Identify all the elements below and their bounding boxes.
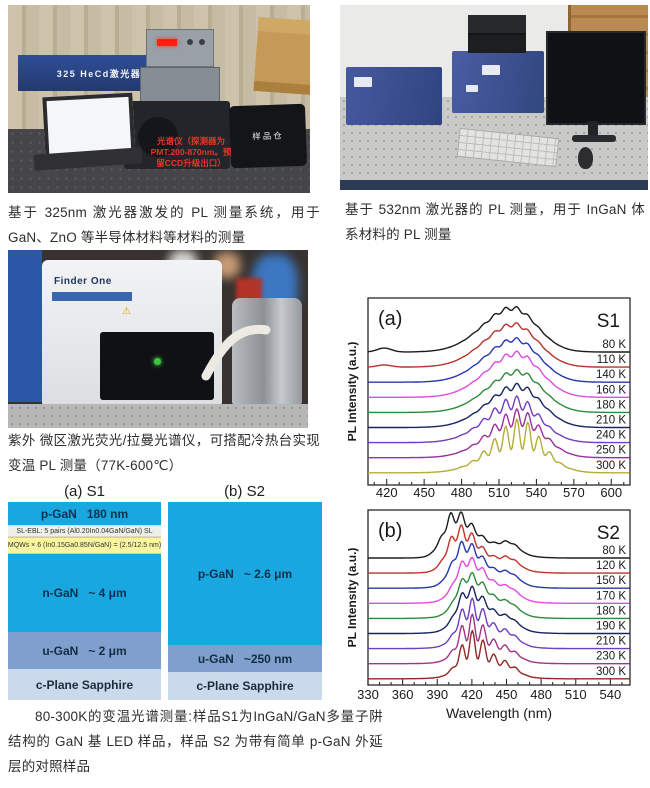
spectrometer-center bbox=[452, 51, 544, 113]
svg-text:420: 420 bbox=[376, 485, 398, 499]
warning-icon: ⚠ bbox=[122, 306, 131, 317]
svg-text:80 K: 80 K bbox=[602, 339, 626, 351]
svg-text:450: 450 bbox=[496, 687, 518, 702]
diagram-title-s2: (b) S2 bbox=[224, 483, 265, 500]
svg-text:330: 330 bbox=[357, 687, 379, 702]
instrument-label-chip bbox=[482, 65, 500, 75]
svg-text:(b): (b) bbox=[378, 520, 402, 542]
sample-layer: SL-EBL: 5 pairs (Al0.20In0.04GaN/GaN) SL bbox=[8, 525, 161, 537]
svg-text:150 K: 150 K bbox=[596, 575, 626, 587]
chart-s2-pl-spectra: 330 360 390 420 450 480 510 540 Wavelength (nm) P… bbox=[345, 502, 650, 735]
sample-layer: c-Plane Sapphire bbox=[8, 669, 161, 700]
photo-325nm-pl-system: 325 HeCd激光器 样品仓 光谱仪（探测器为 PMT:200-870nm。预… bbox=[8, 5, 310, 193]
chart-s1-svg: 420 450 480 510 540 570 600 PL Intensity (a.u.)… bbox=[345, 297, 631, 500]
svg-text:510: 510 bbox=[565, 687, 587, 702]
svg-text:480: 480 bbox=[451, 485, 473, 499]
svg-text:300 K: 300 K bbox=[596, 666, 626, 678]
cardboard-box bbox=[253, 17, 310, 95]
svg-text:190 K: 190 K bbox=[596, 621, 626, 633]
svg-text:210 K: 210 K bbox=[596, 415, 626, 427]
svg-text:S2: S2 bbox=[597, 523, 620, 544]
optical-table bbox=[8, 404, 308, 428]
sample-window bbox=[100, 332, 214, 400]
diagram-title-s1: (a) S1 bbox=[64, 483, 105, 500]
svg-text:450: 450 bbox=[413, 485, 435, 499]
svg-text:160 K: 160 K bbox=[596, 384, 626, 396]
svg-text:540: 540 bbox=[526, 485, 548, 499]
laser-controller-stack bbox=[468, 15, 526, 53]
sample-layer: p-GaN ~ 2.6 μm bbox=[168, 502, 322, 645]
instrument-label-chip bbox=[466, 85, 478, 92]
svg-text:540: 540 bbox=[600, 687, 622, 702]
device-blue-stripe bbox=[52, 292, 132, 301]
svg-text:240 K: 240 K bbox=[596, 430, 626, 442]
laser-label: 325 HeCd激光器 bbox=[56, 68, 142, 79]
svg-text:180 K: 180 K bbox=[596, 399, 626, 411]
svg-text:360: 360 bbox=[392, 687, 414, 702]
svg-text:390: 390 bbox=[426, 687, 448, 702]
sample-layer: u-GaN ~ 2 μm bbox=[8, 632, 161, 669]
sample-layer: c-Plane Sapphire bbox=[168, 672, 322, 700]
svg-text:Wavelength (nm): Wavelength (nm) bbox=[446, 705, 552, 721]
svg-text:300 K: 300 K bbox=[596, 460, 626, 472]
instrument-label-chip bbox=[354, 77, 372, 87]
sample-stack-s2: p-GaN ~ 2.6 μm u-GaN ~250 nm c-Plane Sapph… bbox=[168, 502, 322, 700]
sample-stack-s1: p-GaN 180 nm SL-EBL: 5 pairs (Al0.20In0.0… bbox=[8, 502, 161, 700]
svg-text:230 K: 230 K bbox=[596, 651, 626, 663]
caption-325nm-system: 基于 325nm 激光器激发的 PL 测量系统，用于 GaN、ZnO 等半导体材… bbox=[8, 205, 320, 245]
svg-text:570: 570 bbox=[563, 485, 585, 499]
svg-text:80 K: 80 K bbox=[602, 545, 626, 557]
monitor-base bbox=[572, 135, 616, 142]
sample-layer: MQWs × 6 (In0.15Ga0.85N/GaN) = (2.5/12.5… bbox=[8, 537, 161, 554]
svg-text:210 K: 210 K bbox=[596, 636, 626, 648]
svg-text:110 K: 110 K bbox=[597, 354, 627, 366]
svg-text:(a): (a) bbox=[378, 308, 402, 330]
knob bbox=[199, 39, 205, 45]
knob bbox=[187, 39, 193, 45]
spectrometer-annotation: 光谱仪（探测器为 PMT:200-870nm。预 留CCD升级出口） bbox=[150, 136, 232, 169]
chart-s2-svg: 330 360 390 420 450 480 510 540 Wavelength (nm) P… bbox=[345, 509, 631, 721]
spectrometer-left bbox=[346, 67, 442, 125]
svg-text:420: 420 bbox=[461, 687, 483, 702]
svg-text:S1: S1 bbox=[597, 311, 620, 332]
photo-micro-raman: Finder One ⚠ bbox=[8, 250, 308, 428]
svg-text:510: 510 bbox=[488, 485, 510, 499]
caption-532nm-system: 基于 532nm 激光器的 PL 测量，用于 InGaN 体系材料的 PL 测量 bbox=[345, 202, 645, 242]
caption-variable-temperature: 80-300K的变温光谱测量:样品S1为InGaN/GaN多量子阱结构的 GaN… bbox=[8, 709, 383, 774]
photo-532nm-pl-system bbox=[340, 5, 648, 190]
sample-layer: u-GaN ~250 nm bbox=[168, 645, 322, 672]
device-label: Finder One bbox=[54, 276, 112, 287]
svg-text:PL Intensity (a.u.): PL Intensity (a.u.) bbox=[348, 548, 359, 648]
finder-one-instrument: Finder One ⚠ bbox=[42, 260, 222, 408]
svg-text:140 K: 140 K bbox=[596, 369, 626, 381]
green-led bbox=[154, 358, 161, 365]
caption-micro-raman: 紫外 微区激光荧光/拉曼光谱仪，可搭配冷热台实现变温 PL 测量（77K-600… bbox=[8, 433, 320, 473]
flex-tube-overlay bbox=[201, 324, 271, 381]
svg-text:250 K: 250 K bbox=[596, 445, 626, 457]
table-edge bbox=[340, 180, 648, 190]
sample-layer: n-GaN ~ 4 μm bbox=[8, 554, 161, 632]
led-display bbox=[157, 39, 177, 46]
svg-text:170 K: 170 K bbox=[596, 590, 626, 602]
mouse bbox=[578, 147, 593, 169]
svg-text:480: 480 bbox=[530, 687, 552, 702]
monitor bbox=[546, 31, 646, 125]
svg-text:180 K: 180 K bbox=[596, 605, 626, 617]
svg-text:PL Intensity (a.u.): PL Intensity (a.u.) bbox=[348, 342, 359, 442]
controller-box bbox=[140, 67, 220, 103]
sample-layer: p-GaN 180 nm bbox=[8, 502, 161, 525]
svg-text:120 K: 120 K bbox=[596, 560, 626, 572]
laser-power-supply bbox=[146, 29, 214, 67]
blue-panel bbox=[8, 250, 42, 402]
svg-text:600: 600 bbox=[600, 485, 622, 499]
cryostat-chamber bbox=[232, 298, 302, 404]
monitor-stand bbox=[588, 121, 598, 137]
chart-s1-pl-spectra: 420 450 480 510 540 570 600 PL Intensity (a.u.)… bbox=[345, 284, 650, 504]
